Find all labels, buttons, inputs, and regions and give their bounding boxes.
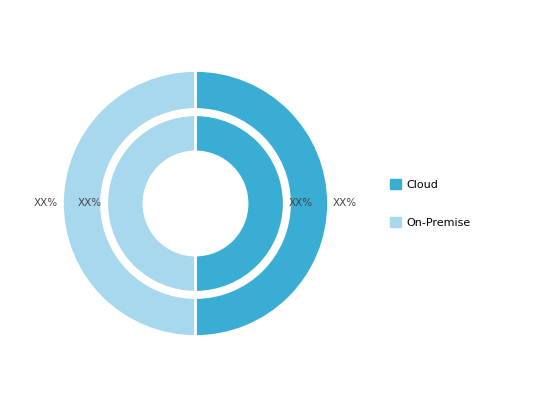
Wedge shape (62, 70, 195, 337)
Text: XX%: XX% (289, 199, 313, 208)
Wedge shape (107, 115, 195, 292)
Text: XX%: XX% (78, 199, 102, 208)
Text: XX%: XX% (333, 199, 357, 208)
Wedge shape (195, 115, 284, 292)
Wedge shape (195, 70, 329, 337)
Text: XX%: XX% (34, 199, 58, 208)
Legend: Cloud, On-Premise: Cloud, On-Premise (386, 174, 476, 233)
